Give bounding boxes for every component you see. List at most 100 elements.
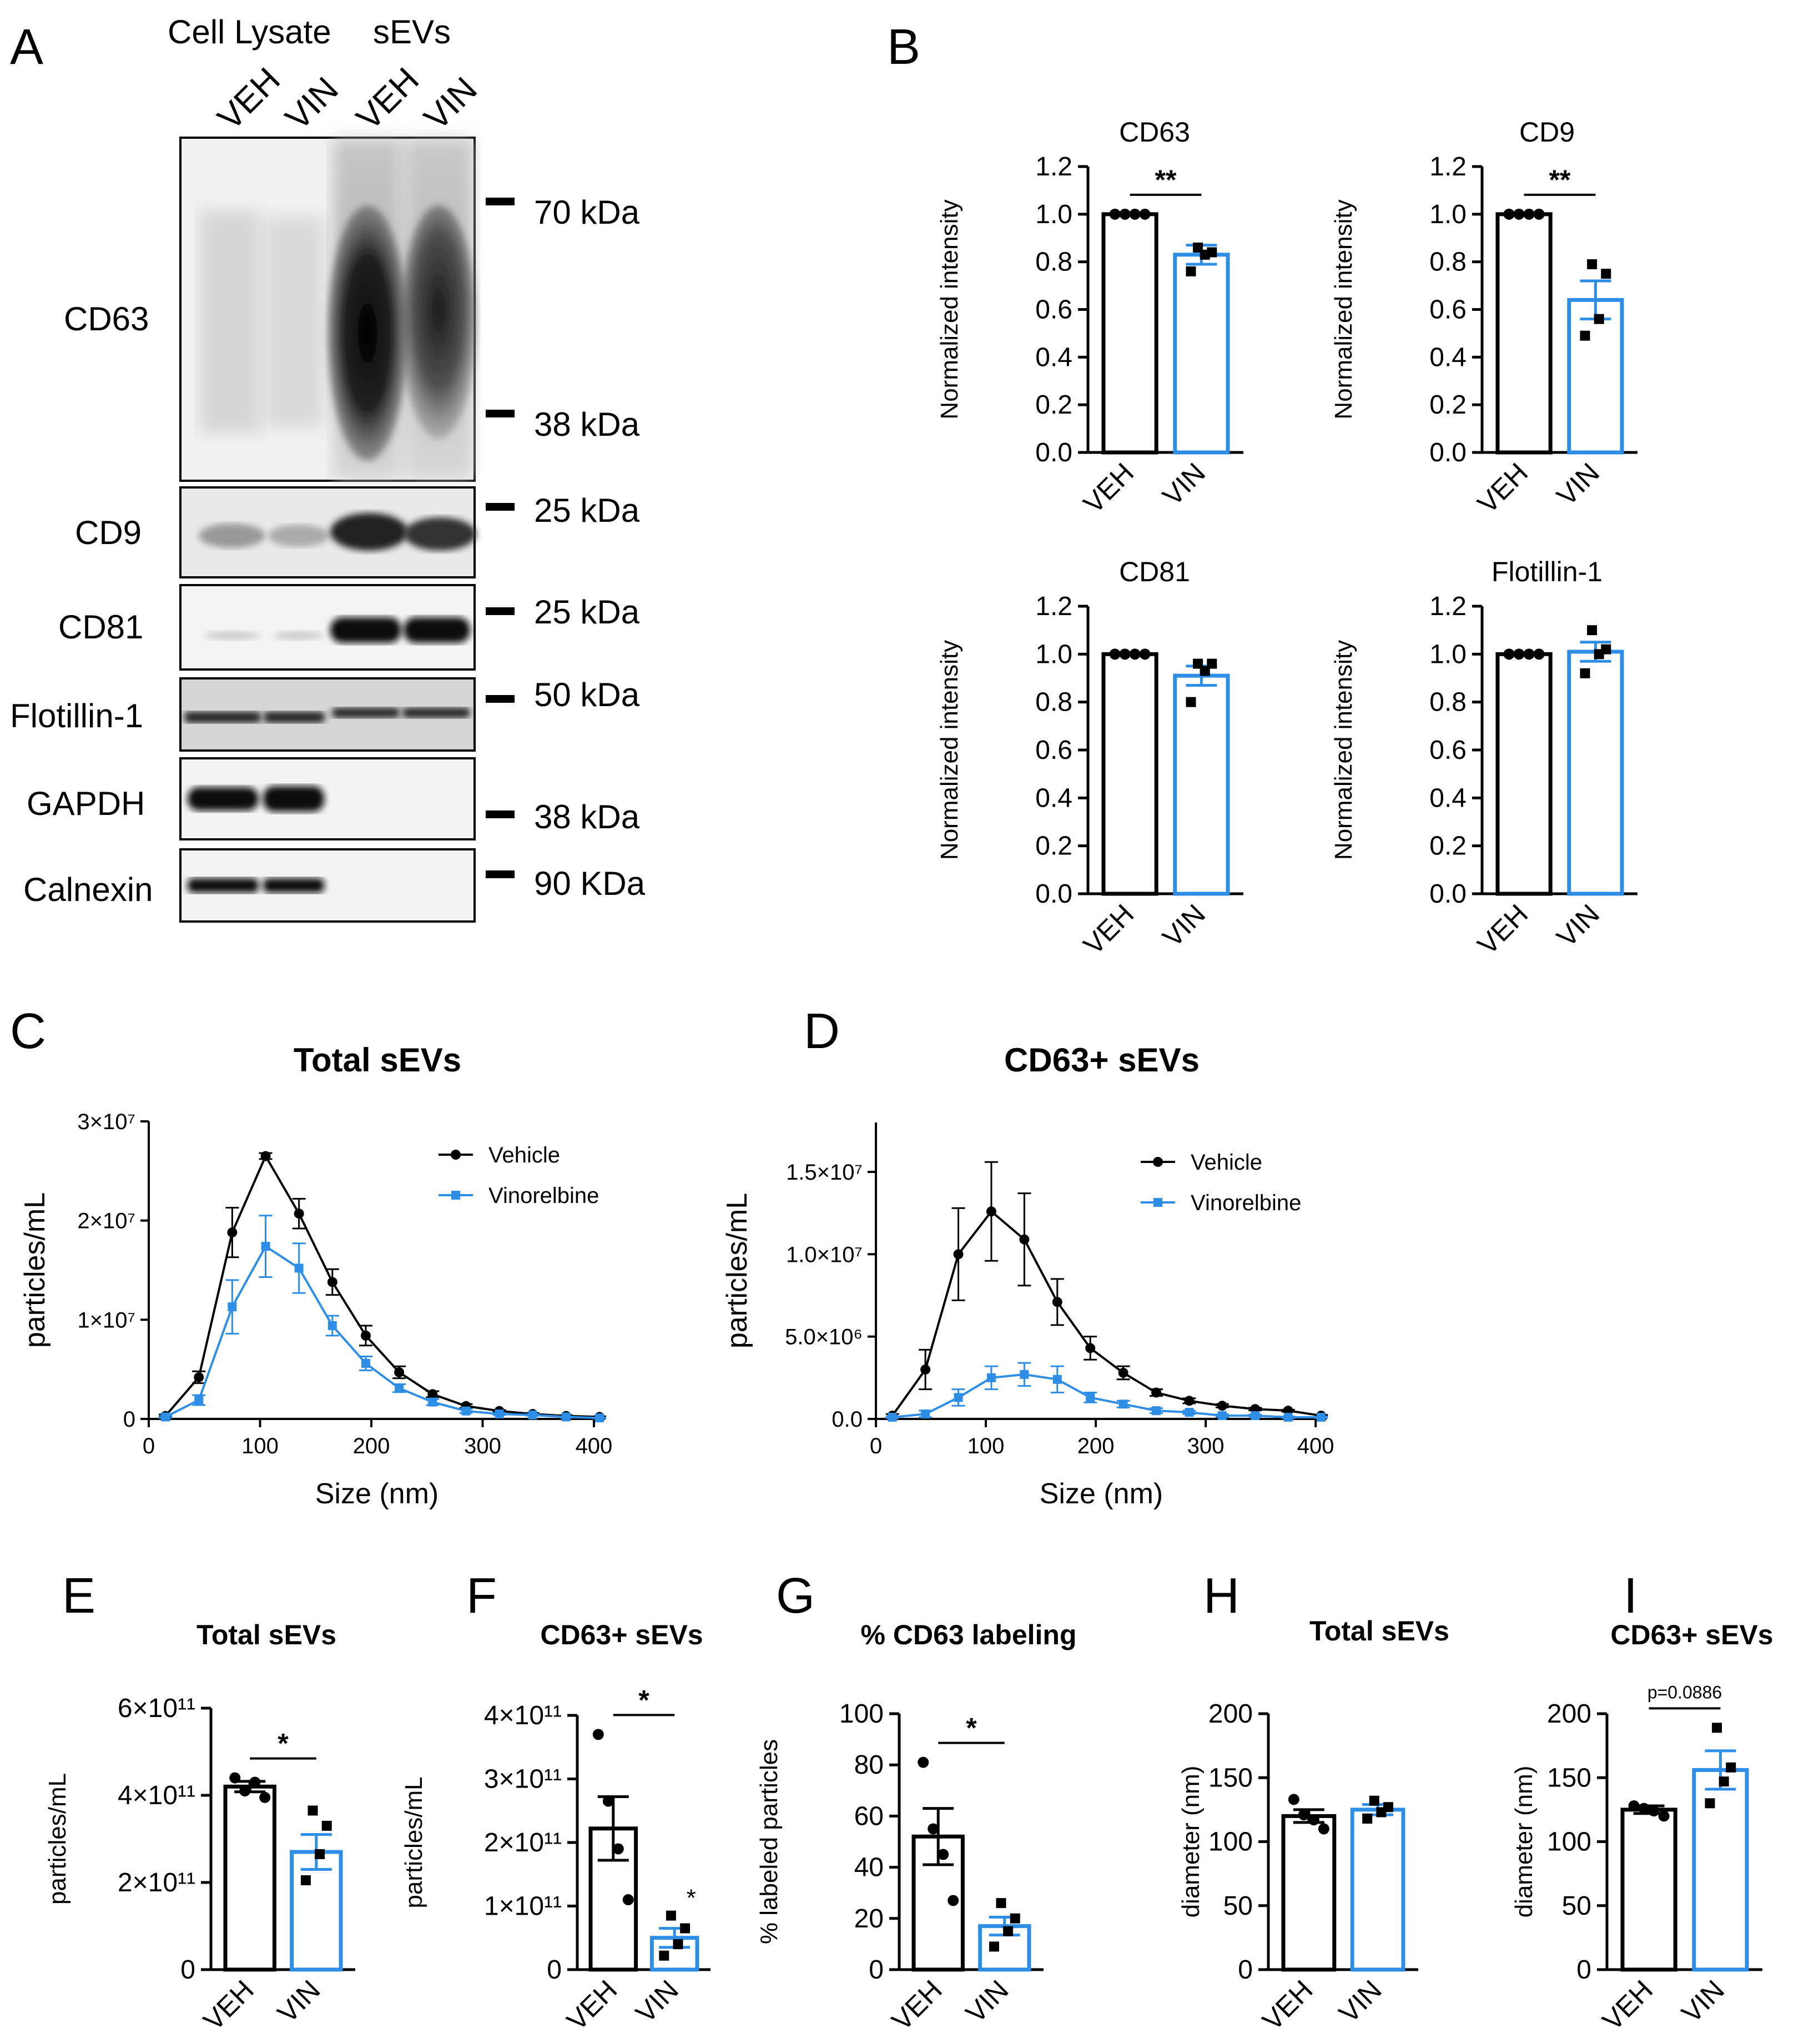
y-tick-label: 1.0×10⁷ <box>786 1242 863 1267</box>
y-tick-label: 1.2 <box>1429 592 1467 621</box>
blot-label-cd81: CD81 <box>58 608 143 646</box>
significance-label: ** <box>1155 164 1177 195</box>
data-point <box>602 1795 614 1807</box>
y-tick-label: 0.4 <box>1035 343 1072 372</box>
legend-marker <box>1153 1157 1163 1167</box>
data-point <box>1283 1413 1293 1422</box>
data-point <box>1003 1926 1014 1936</box>
bar-chart-i: CD63+ sEVs diameter (nm) 0 50 100 150 200 VEH VI… <box>1510 1619 1773 2036</box>
data-point <box>1594 314 1604 324</box>
data-point <box>294 1209 304 1219</box>
chart-title: CD63 <box>1119 117 1190 148</box>
data-point <box>1052 1297 1062 1307</box>
header-sevs: sEVs <box>373 13 451 51</box>
x-tick-label: VEH <box>886 1974 948 2036</box>
data-point <box>1601 269 1611 279</box>
data-point <box>918 1756 929 1768</box>
data-point <box>300 1875 311 1886</box>
blot-label-gapdh: GAPDH <box>27 785 145 822</box>
chart-title: CD9 <box>1519 117 1575 148</box>
marker-label: 25 kDa <box>534 492 640 529</box>
data-point <box>394 1367 405 1378</box>
x-tick-label: VIN <box>1551 898 1606 953</box>
marker-label: 38 kDa <box>534 406 640 443</box>
chart-title: Total sEVs <box>196 1619 336 1650</box>
significance-label: p=0.0886 <box>1647 1682 1722 1702</box>
y-tick-label: 0 <box>869 1955 884 1985</box>
y-tick-label: 100 <box>1208 1827 1253 1857</box>
data-point <box>1513 208 1525 220</box>
data-point <box>239 1785 251 1797</box>
significance-mark: * <box>687 1885 696 1912</box>
data-point <box>1139 648 1151 660</box>
x-tick-label: VEH <box>561 1974 623 2036</box>
y-tick-label: 4×10¹¹ <box>118 1781 195 1810</box>
y-tick-label: 0.8 <box>1429 248 1467 277</box>
y-tick-label: 0 <box>547 1955 562 1985</box>
y-tick-label: 0.2 <box>1429 832 1467 861</box>
series-line <box>892 1373 1322 1419</box>
panel-letter-a: A <box>10 19 43 75</box>
blot-label-calnexin: Calnexin <box>23 871 153 908</box>
panel-letter-g: G <box>776 1568 815 1624</box>
y-tick-label: 0.4 <box>1429 783 1467 813</box>
y-axis-label: particles/mL <box>400 1776 427 1908</box>
data-point <box>1139 208 1151 220</box>
x-tick-label: VEH <box>198 1974 260 2036</box>
chart-title: % CD63 labeling <box>861 1619 1077 1650</box>
y-tick-label: 0.2 <box>1035 832 1072 861</box>
data-point <box>261 1242 270 1251</box>
data-point <box>427 1389 438 1399</box>
data-point <box>954 1393 963 1402</box>
y-tick-label: 2×10⁷ <box>77 1209 135 1234</box>
data-point <box>1118 1399 1128 1409</box>
line-chart-d: CD63+ sEVs particles/mL Size (nm) 0.0 5.0×10… <box>721 1041 1334 1510</box>
y-tick-label: 0.2 <box>1429 390 1467 420</box>
legend-marker <box>1153 1198 1162 1207</box>
legend-label: Vinorelbine <box>488 1184 599 1208</box>
y-tick-label: 1.2 <box>1035 592 1072 621</box>
data-point <box>1587 259 1598 269</box>
line-chart-c: Total sEVs particles/mL Size (nm) 0 1×10⁷ 2×1… <box>19 1041 612 1510</box>
lane-label: VIN <box>417 70 485 138</box>
data-point <box>1152 1406 1161 1416</box>
data-point <box>1587 625 1598 636</box>
data-point <box>948 1895 959 1906</box>
data-point <box>1186 697 1196 707</box>
data-point <box>1523 648 1535 660</box>
y-tick-label: 0.6 <box>1035 295 1072 325</box>
data-point <box>612 1843 624 1855</box>
data-point <box>1580 330 1590 341</box>
bar-chart-b4: Flotillin-1 Normalized intensity 0.0 0.2 0.4… <box>1330 556 1637 960</box>
bar-chart-e: Total sEVs particles/mL 0 2×10¹¹ 4×10¹¹ 6×10¹… <box>44 1619 355 2036</box>
charts-layer: CD63 Normalized intensity 0.0 0.2 0.4 0.6 0.8 1… <box>19 117 1773 2036</box>
y-tick-label: 0 <box>123 1407 135 1432</box>
y-tick-label: 1.0 <box>1429 200 1467 229</box>
y-axis-label: Normalized intensity <box>936 640 963 860</box>
data-point <box>1109 208 1121 220</box>
y-axis-label: particles/mL <box>721 1193 753 1348</box>
data-point <box>1594 649 1604 659</box>
chart-title: CD63+ sEVs <box>540 1619 703 1650</box>
data-point <box>673 1939 683 1950</box>
blot-label-cd9: CD9 <box>75 514 142 551</box>
data-point <box>1129 648 1141 660</box>
panel-letter-f: F <box>466 1568 497 1624</box>
x-tick-label: VEH <box>1596 1974 1659 2036</box>
y-axis-label: Normalized intensity <box>1330 640 1357 860</box>
series-line <box>891 1210 1322 1417</box>
data-point <box>395 1383 404 1393</box>
bar-chart-b2: CD9 Normalized intensity 0.0 0.2 0.4 0.6 0.8 1.… <box>1330 117 1637 519</box>
data-point <box>1200 249 1210 260</box>
bar-chart-b1: CD63 Normalized intensity 0.0 0.2 0.4 0.6 0.8 1… <box>936 117 1243 519</box>
x-tick-label: 300 <box>1187 1434 1225 1458</box>
data-point <box>1184 1396 1195 1406</box>
data-point <box>1362 1814 1373 1824</box>
data-point <box>888 1413 897 1422</box>
x-tick-label: 100 <box>241 1434 279 1458</box>
x-tick-label: 200 <box>353 1434 390 1458</box>
data-point <box>1658 1810 1670 1822</box>
data-point <box>1503 208 1515 220</box>
x-tick-label: 400 <box>576 1434 613 1458</box>
